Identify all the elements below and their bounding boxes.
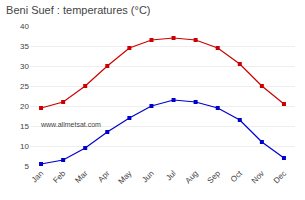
svg-text:30: 30 [20,62,29,71]
svg-text:Jan: Jan [30,169,45,184]
svg-text:Nov: Nov [250,169,266,185]
svg-text:Jun: Jun [140,169,155,184]
svg-text:5: 5 [25,162,30,171]
svg-text:Jul: Jul [164,169,178,183]
svg-text:www.allmetsat.com: www.allmetsat.com [40,121,101,128]
svg-text:10: 10 [20,142,29,151]
svg-text:Oct: Oct [229,168,245,184]
svg-text:40: 40 [20,22,29,31]
svg-text:Sep: Sep [206,168,223,185]
svg-text:Apr: Apr [96,169,111,184]
svg-text:20: 20 [20,102,29,111]
svg-text:35: 35 [20,42,29,51]
svg-text:Feb: Feb [51,168,68,185]
svg-text:15: 15 [20,122,29,131]
svg-text:Beni Suef : temperatures (°C): Beni Suef : temperatures (°C) [6,4,150,16]
svg-text:Mar: Mar [73,169,89,185]
svg-text:25: 25 [20,82,29,91]
svg-text:Dec: Dec [272,169,288,185]
svg-text:May: May [117,169,134,186]
svg-text:Aug: Aug [183,169,199,185]
